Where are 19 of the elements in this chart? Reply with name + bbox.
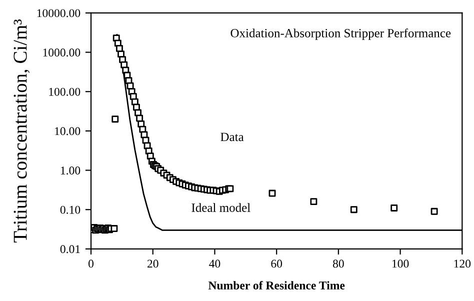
text: Oxidation-Absorption Stripper Performance [230,28,451,40]
x-tick-label: 0 [88,260,94,268]
x-tick-label: 120 [454,260,471,268]
y-tick-label: 10.00 [55,127,80,136]
x-tick-label: 40 [209,260,220,268]
x-tick-label: 20 [147,260,158,268]
y-tick-label: 100.00 [49,88,80,96]
y-tick-label: 10000.00 [37,9,80,18]
y-tick-label: 1.00 [60,166,80,175]
y-tick-label: 0.01 [60,245,80,254]
annotation: Data [220,132,244,142]
y-axis-title: Tritium concentration, Ci/m³ [14,19,30,243]
x-tick-label: 100 [392,260,409,268]
y-tick-label: 1000.00 [43,48,80,57]
x-tick-label: 60 [271,260,282,268]
y-tick-label: 0.10 [60,206,80,214]
x-tick-label: 80 [332,260,344,268]
x-axis-title: Number of Residence Time [208,281,345,290]
annotation: Ideal model [192,203,250,212]
